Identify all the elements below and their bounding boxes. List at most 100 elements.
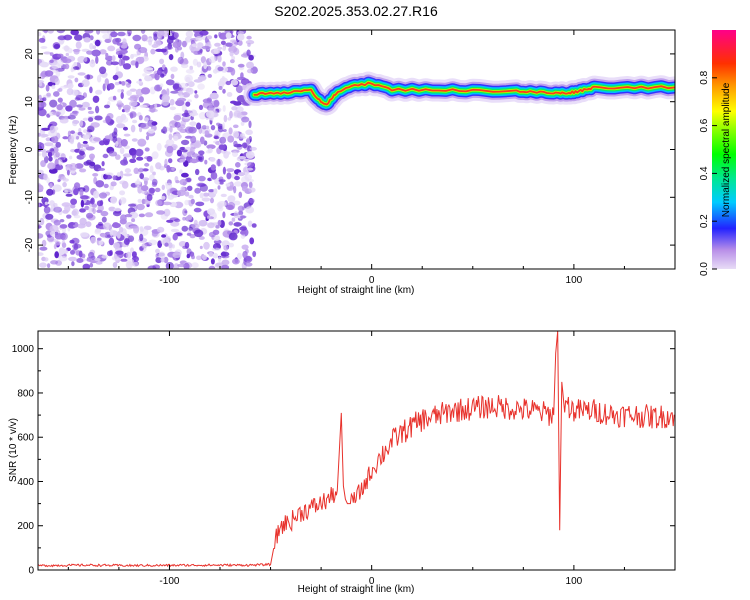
noise-blob	[130, 124, 136, 133]
noise-blob	[146, 156, 153, 162]
noise-blob	[104, 78, 110, 86]
noise-blob	[131, 251, 137, 258]
noise-blob	[209, 92, 219, 100]
spectrogram-ytick-label: 20	[24, 48, 35, 60]
noise-blob	[182, 208, 188, 216]
noise-blob	[118, 58, 123, 67]
noise-blob	[69, 239, 75, 244]
noise-blob	[106, 60, 113, 66]
noise-blob	[50, 260, 59, 265]
noise-blob	[220, 251, 230, 257]
noise-blob	[139, 104, 148, 108]
noise-blob	[144, 212, 154, 218]
noise-blob	[231, 217, 236, 222]
noise-blob	[218, 86, 223, 90]
noise-blob	[247, 179, 254, 183]
noise-blob	[68, 256, 77, 262]
noise-blob	[241, 142, 248, 149]
noise-blob	[144, 117, 149, 122]
noise-blob	[46, 92, 51, 97]
noise-blob	[57, 179, 61, 183]
noise-blob	[229, 50, 234, 57]
noise-blob	[160, 73, 165, 78]
noise-blob	[241, 185, 248, 192]
noise-blob	[113, 242, 120, 250]
noise-blob	[61, 176, 67, 181]
colorbar-tick-label: 0.2	[699, 214, 710, 228]
noise-blob	[53, 43, 61, 49]
noise-blob	[164, 242, 169, 247]
noise-blob	[78, 107, 86, 111]
noise-blob	[155, 257, 162, 264]
noise-blob	[140, 30, 146, 34]
noise-blob	[240, 78, 250, 86]
noise-blob	[198, 74, 207, 82]
noise-blob	[79, 188, 84, 197]
noise-blob	[110, 61, 120, 66]
snr-ytick-label: 0	[28, 566, 34, 577]
noise-blob	[78, 91, 82, 96]
noise-blob	[109, 228, 114, 237]
noise-blob	[162, 126, 168, 134]
noise-blob	[99, 140, 105, 146]
noise-blob	[199, 30, 209, 36]
noise-blob	[58, 247, 66, 255]
snr-ylabel: SNR (10 * v/v)	[8, 418, 19, 482]
snr-xlabel: Height of straight line (km)	[298, 584, 415, 595]
noise-blob	[246, 68, 254, 74]
noise-blob	[38, 144, 43, 152]
noise-blob	[226, 151, 231, 155]
noise-blob	[199, 192, 204, 199]
noise-blob	[208, 189, 215, 193]
colorbar-tick-label: 0.6	[699, 118, 710, 132]
noise-blob	[202, 255, 207, 261]
spectrogram-plot-area	[38, 30, 675, 269]
noise-blob	[58, 159, 63, 166]
noise-blob	[232, 258, 240, 265]
signal-band	[243, 71, 675, 116]
noise-blob	[233, 222, 242, 227]
noise-blob	[42, 97, 47, 102]
noise-blob	[72, 120, 80, 124]
noise-blob	[222, 46, 226, 51]
colorbar-gradient	[712, 30, 736, 269]
noise-blob	[114, 81, 120, 86]
noise-blob	[98, 192, 108, 199]
colorbar-ticks: 0.0 0.2 0.4 0.6 0.8	[699, 70, 717, 276]
noise-blob	[198, 112, 207, 120]
noise-blob	[178, 82, 188, 89]
noise-blob	[189, 121, 197, 126]
noise-blob	[200, 56, 206, 64]
noise-blob	[85, 221, 92, 228]
noise-blob	[104, 174, 113, 180]
colorbar: 0.0 0.2 0.4 0.6 0.8 Normalized spectral ampl…	[699, 30, 736, 276]
noise-blob	[124, 214, 133, 218]
noise-blob	[251, 223, 257, 228]
noise-blob	[162, 201, 172, 206]
snr-ytick-label: 200	[17, 521, 34, 532]
noise-blob	[82, 134, 90, 140]
noise-blob	[80, 232, 89, 238]
noise-blob	[204, 130, 209, 135]
noise-blob	[46, 177, 50, 184]
noise-blob	[199, 136, 205, 145]
noise-blob	[121, 109, 126, 113]
noise-blob	[122, 38, 127, 44]
noise-blob	[184, 126, 194, 134]
noise-blob	[172, 41, 180, 48]
snr-ytick-label: 800	[17, 388, 34, 399]
noise-blob	[210, 171, 218, 180]
noise-blob	[217, 205, 224, 212]
noise-blob	[212, 252, 219, 259]
noise-blob	[230, 100, 237, 104]
noise-blob	[65, 193, 73, 197]
noise-blob	[164, 45, 173, 50]
noise-blob	[198, 236, 205, 240]
noise-blob	[171, 167, 175, 171]
noise-blob	[240, 233, 246, 239]
noise-blob	[98, 240, 104, 246]
noise-blob	[173, 114, 182, 121]
noise-blob	[241, 116, 250, 123]
noise-blob	[120, 258, 128, 262]
